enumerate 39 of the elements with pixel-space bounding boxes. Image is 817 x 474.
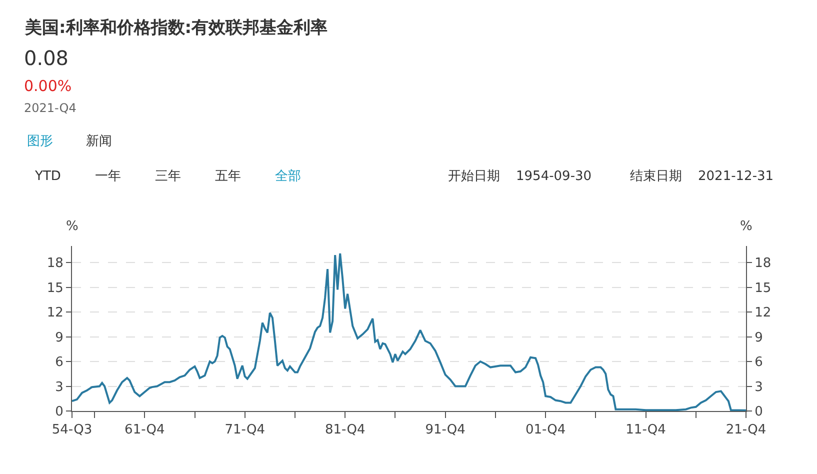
text: 新闻: [86, 134, 112, 149]
y2-tick-label: 12: [754, 306, 772, 321]
y2-tick-label: 9: [754, 330, 763, 346]
y-tick-label: 6: [55, 355, 64, 370]
x-tick-label: 71-Q4: [224, 422, 265, 438]
y-tick-label: 9: [55, 330, 64, 346]
y2-tick-label: 15: [754, 280, 772, 296]
x-tick-label: 21-Q4: [726, 422, 766, 438]
text: 一年: [95, 169, 121, 184]
x-tick-label: 01-Q4: [525, 422, 566, 438]
y-tick-label: 18: [46, 256, 64, 272]
text: 2021-12-31: [698, 169, 774, 184]
text: 0.08: [24, 46, 69, 70]
text: YTD: [34, 169, 61, 184]
y2-tick-label: 6: [754, 355, 763, 370]
text: 0.00%: [24, 77, 72, 95]
text: 全部: [275, 169, 301, 184]
y2-axis-title: %: [740, 219, 752, 234]
y-tick-label: 0: [55, 404, 64, 420]
text: 1954-09-30: [516, 169, 592, 184]
y2-tick-label: 3: [754, 380, 763, 395]
x-tick-label: 61-Q4: [124, 422, 165, 438]
text: 2021-Q4: [24, 101, 76, 115]
text: 五年: [215, 169, 241, 184]
x-tick-label: 54-Q3: [52, 422, 92, 438]
y2-tick-label: 0: [754, 404, 763, 420]
y-tick-label: 15: [46, 280, 64, 296]
chart-title: 美国:利率和价格指数:有效联邦基金利率: [24, 18, 328, 38]
text: 开始日期: [448, 169, 500, 184]
text: 图形: [27, 134, 53, 149]
x-tick-label: 11-Q4: [626, 422, 666, 438]
y-tick-label: 12: [46, 306, 64, 321]
x-tick-label: 81-Q4: [325, 422, 366, 438]
text: 结束日期: [630, 169, 682, 184]
y-tick-label: 3: [55, 380, 64, 395]
text: 三年: [155, 169, 181, 184]
y2-tick-label: 18: [754, 256, 772, 272]
y-axis-title: %: [66, 219, 78, 234]
x-tick-label: 91-Q4: [425, 422, 466, 438]
